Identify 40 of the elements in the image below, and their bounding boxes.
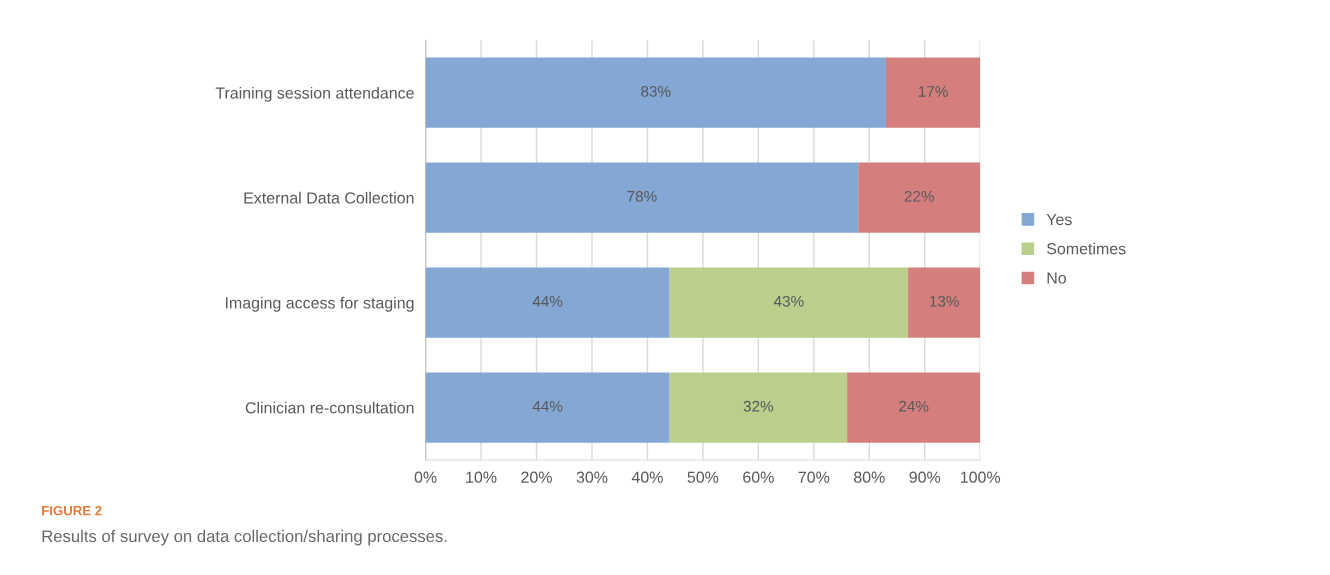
x-tick-label: 60% [743, 471, 774, 483]
caption: FIGURE 2 [42, 505, 102, 516]
data-label: 43% [773, 295, 804, 307]
legend-label: No [1047, 272, 1067, 284]
bar [885, 57, 981, 128]
data-label: 44% [532, 400, 563, 412]
x-tick-label: 100% [961, 471, 1001, 483]
bar [908, 267, 981, 338]
x-tick-label: 30% [576, 471, 608, 483]
bar [425, 267, 670, 338]
bar [669, 372, 848, 443]
text: Results of survey on data collection/sharing processes. [42, 529, 447, 546]
bar [425, 372, 670, 443]
bar [425, 57, 886, 128]
data-label: 17% [918, 86, 948, 97]
data-label: 83% [641, 86, 671, 97]
x-tick-label: 0% [414, 471, 437, 483]
data-label: 32% [743, 400, 774, 412]
data-label: 24% [899, 400, 929, 412]
bar [425, 162, 859, 233]
data-label: 13% [930, 295, 959, 307]
x-tick-label: 80% [854, 471, 885, 483]
x-tick-label: 10% [466, 471, 497, 483]
data-label: 44% [532, 295, 563, 307]
x-tick-label: 40% [631, 471, 663, 483]
legend-label: Sometimes [1047, 242, 1126, 255]
y-tick-label: Clinician re-consultation [245, 401, 414, 414]
bar [847, 372, 981, 443]
x-tick-label: 70% [798, 471, 830, 483]
bar [858, 162, 981, 233]
data-label: 78% [627, 190, 657, 202]
bar [669, 267, 909, 338]
x-tick-label: 50% [687, 471, 719, 483]
x-tick-label: 90% [909, 471, 941, 483]
data-label: 22% [904, 190, 934, 202]
y-tick-label: Training session attendance [215, 86, 414, 102]
y-tick-label: Imaging access for staging [225, 296, 414, 312]
y-tick-label: External Data Collection [244, 191, 414, 204]
x-tick-label: 20% [521, 471, 552, 483]
legend-label: Yes [1046, 214, 1072, 226]
